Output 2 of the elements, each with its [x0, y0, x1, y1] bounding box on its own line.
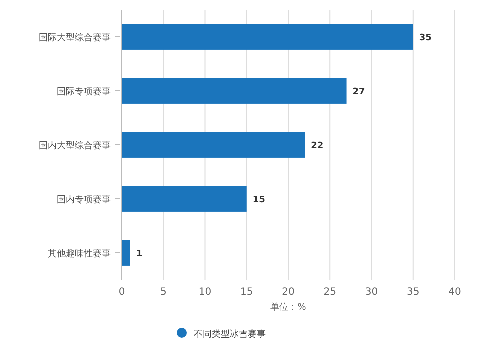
xlabel: 单位：%	[270, 303, 306, 313]
legend-label: 不同类型冰雪赛事	[194, 330, 266, 340]
